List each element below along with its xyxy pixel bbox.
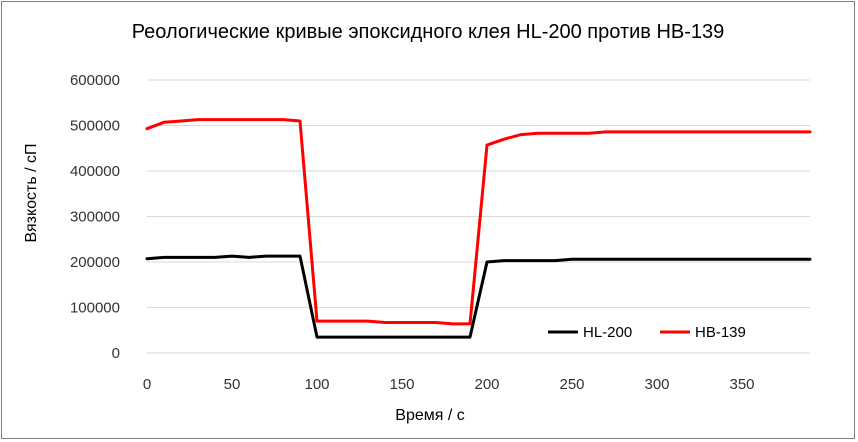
legend: HL-200 HB-139 bbox=[548, 324, 746, 341]
y-tick-label: 100000 bbox=[70, 300, 120, 317]
y-axis-ticks: 0 100000 200000 300000 400000 500000 600000 bbox=[70, 72, 120, 362]
chart-title: Реологические кривые эпоксидного клея HL… bbox=[132, 21, 725, 43]
series-lines bbox=[145, 118, 812, 339]
x-axis-label: Время / с bbox=[395, 407, 464, 424]
gridlines bbox=[147, 79, 810, 354]
x-tick-label: 0 bbox=[143, 376, 151, 393]
x-axis-ticks: 0 50 100 150 200 250 300 350 bbox=[143, 376, 755, 393]
legend-label: HB-139 bbox=[695, 324, 746, 341]
x-tick-label: 150 bbox=[389, 376, 414, 393]
legend-label: HL-200 bbox=[583, 324, 632, 341]
x-tick-label: 200 bbox=[474, 376, 499, 393]
x-tick-label: 50 bbox=[224, 376, 241, 393]
x-tick-label: 100 bbox=[304, 376, 329, 393]
y-tick-label: 400000 bbox=[70, 163, 120, 180]
y-tick-label: 300000 bbox=[70, 209, 120, 226]
x-tick-label: 250 bbox=[559, 376, 584, 393]
y-tick-label: 0 bbox=[112, 345, 120, 362]
y-tick-label: 200000 bbox=[70, 254, 120, 271]
y-tick-label: 500000 bbox=[70, 118, 120, 135]
series-line-hl-200 bbox=[145, 254, 812, 339]
series-line-hb-139 bbox=[145, 118, 812, 326]
x-tick-label: 350 bbox=[729, 376, 754, 393]
x-tick-label: 300 bbox=[644, 376, 669, 393]
y-tick-label: 600000 bbox=[70, 72, 120, 89]
y-axis-label: Вязкость / сП bbox=[23, 143, 40, 242]
